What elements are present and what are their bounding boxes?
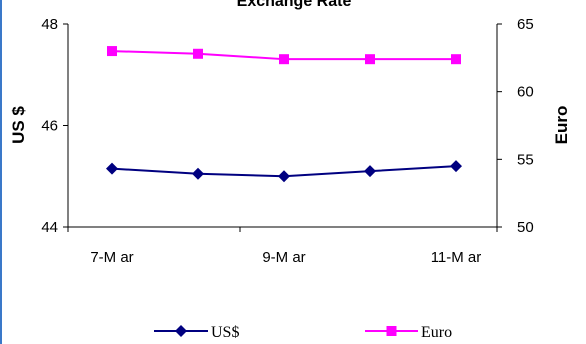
- x-tick-label: 11-M ar: [431, 249, 482, 266]
- series-layer: [106, 46, 462, 183]
- usd-point: [106, 162, 118, 175]
- right-tick-label: 65: [517, 16, 534, 33]
- right-tick-label: 50: [517, 219, 534, 236]
- legend-marker: [175, 325, 187, 337]
- usd-point: [278, 170, 290, 183]
- usd-point: [450, 160, 462, 173]
- right-tick-label: 55: [517, 151, 534, 168]
- axes: 44 46 48 50 55 60 65 7-M ar 9-M ar 11-M ar US $ Eur…: [9, 16, 571, 266]
- euro-point: [365, 54, 375, 65]
- legend-label: Euro: [421, 324, 452, 341]
- usd-point: [192, 167, 204, 180]
- usd-point: [364, 165, 376, 178]
- right-axis-title: Euro: [552, 106, 571, 145]
- euro-point: [193, 48, 203, 59]
- euro-point: [107, 46, 117, 57]
- left-tick-label: 46: [41, 118, 58, 135]
- euro-point: [451, 54, 461, 65]
- legend-marker: [386, 326, 397, 336]
- left-tick-label: 48: [41, 16, 58, 33]
- legend: US$ Euro: [154, 324, 452, 341]
- legend-label: US$: [211, 324, 239, 341]
- frame-border: [0, 0, 2, 344]
- x-tick-label: 7-M ar: [90, 249, 133, 266]
- x-tick-label: 9-M ar: [262, 249, 305, 266]
- left-axis-title: US $: [9, 106, 28, 144]
- right-tick-label: 60: [517, 84, 534, 101]
- left-tick-label: 44: [41, 219, 58, 236]
- chart-title: Exchange Rate: [237, 0, 352, 10]
- euro-point: [279, 54, 289, 65]
